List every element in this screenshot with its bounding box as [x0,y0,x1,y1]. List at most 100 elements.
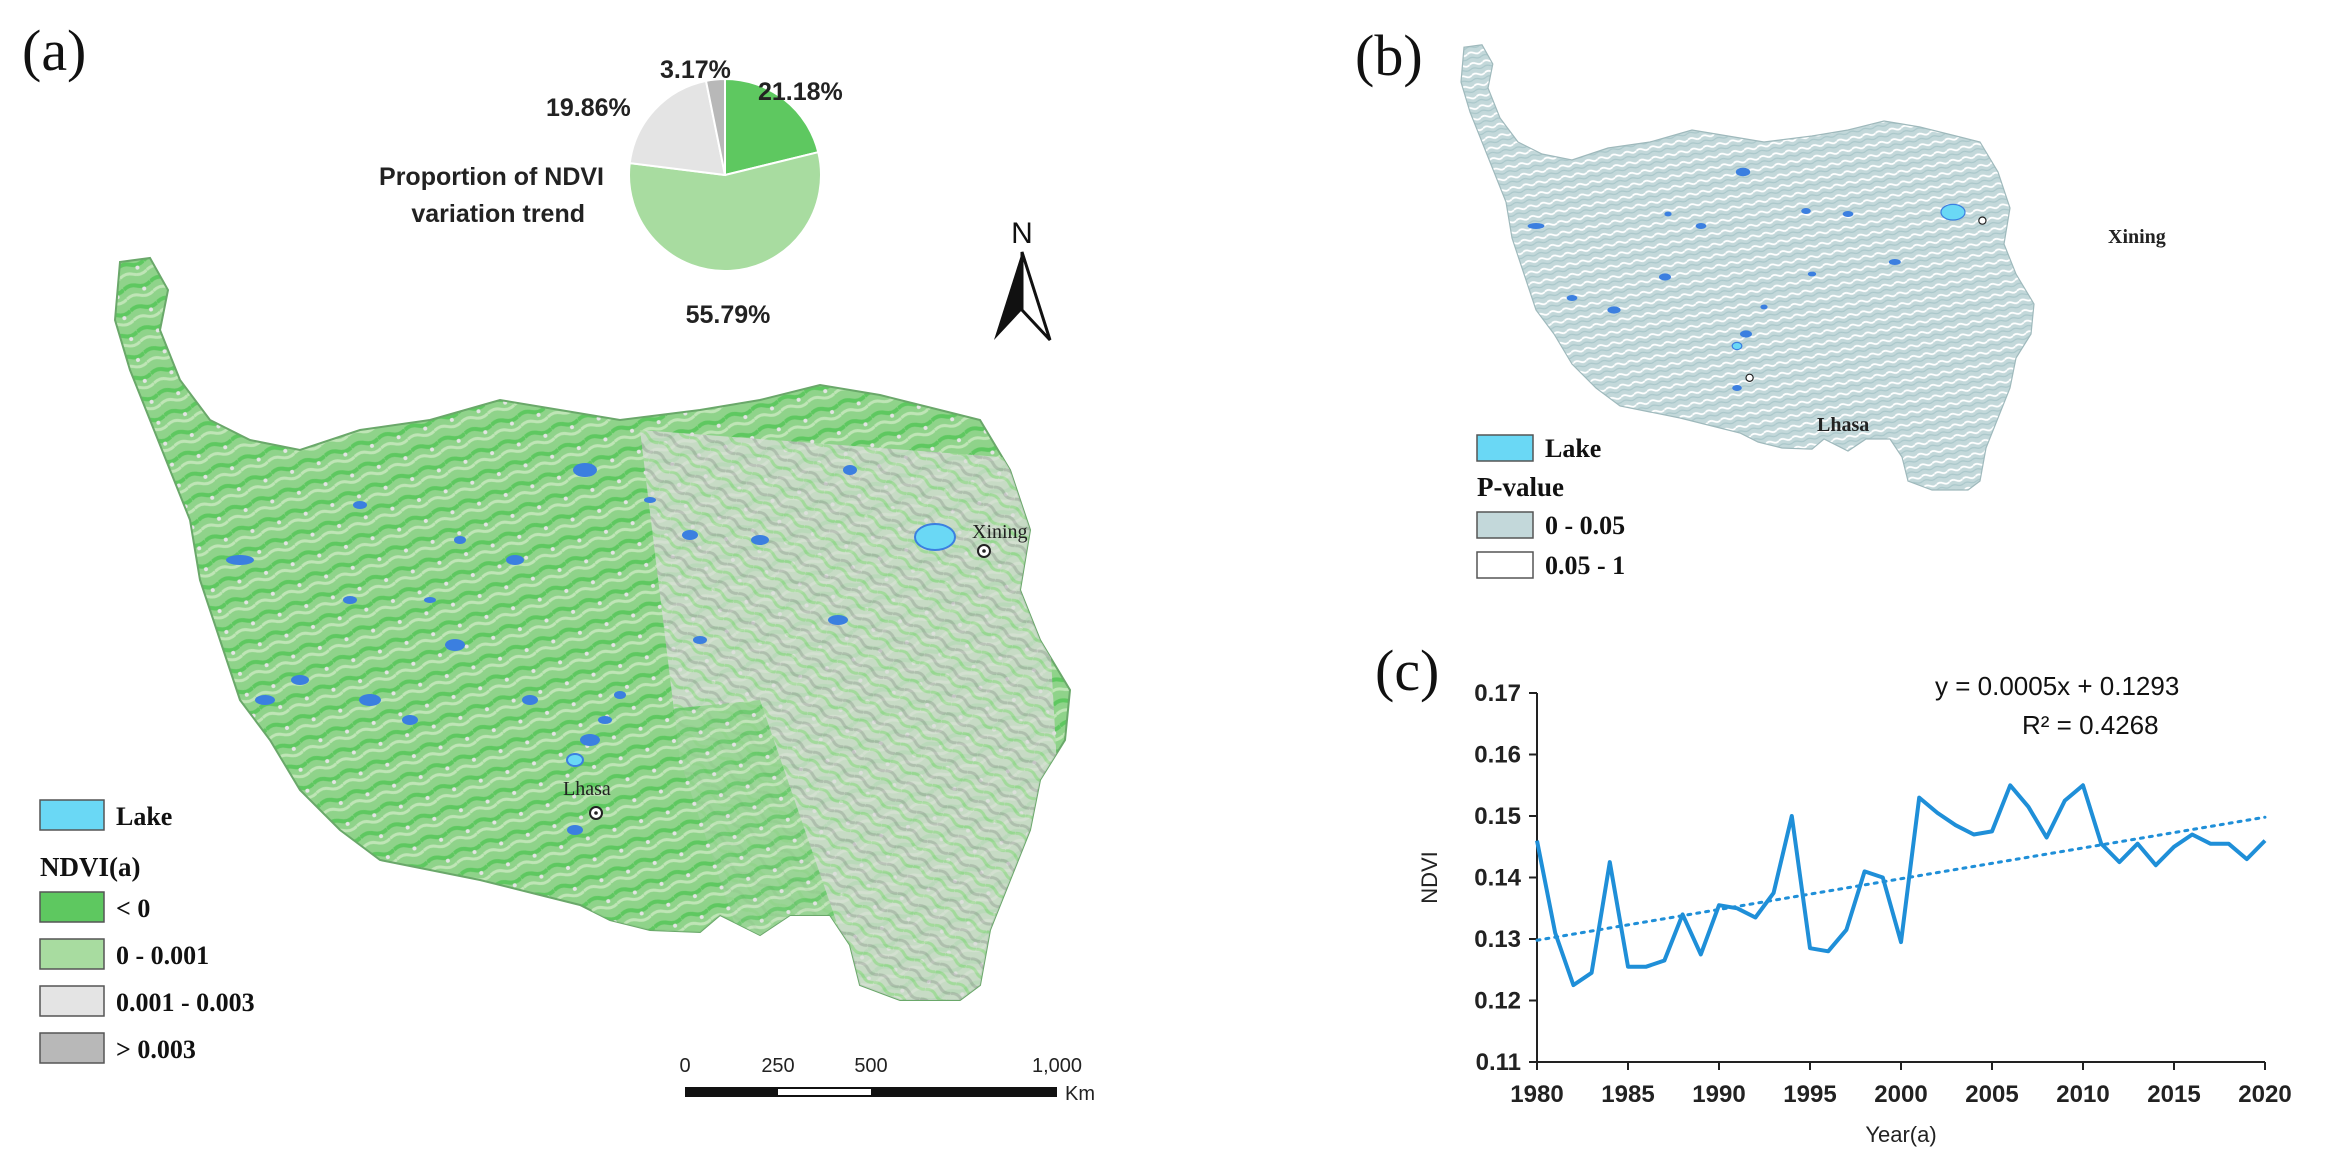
ndvi-point-2002 [1935,811,1939,815]
pie-slice-3 [704,77,726,176]
pie-label-0001-0003: 19.86% [546,94,631,122]
trend-line [1535,815,2267,942]
ndvi-point-1980 [1535,839,1539,843]
x-tick-label-1: 1985 [1601,1081,1654,1108]
y-tick-label-5: 0.16 [1474,742,1521,769]
ndvi-trend-map: Xining Lhasa [113,256,1072,1001]
ndvi-point-1997 [1844,928,1848,932]
city-label-xining-a: Xining [972,521,1028,543]
ndvi-point-2001 [1917,796,1921,800]
scale-tick-1000: 1,000 [1032,1055,1082,1077]
x-tick-label-2: 1990 [1692,1081,1745,1108]
ndvi-point-1982 [1571,983,1575,987]
ndvi-point-2000 [1899,940,1903,944]
scale-tick-250: 250 [761,1055,794,1077]
legend-label-a-0: < 0 [116,894,150,923]
ndvi-point-1991 [1735,906,1739,910]
ndvi-point-1998 [1863,869,1867,873]
city-label-lhasa-b: Lhasa [1817,414,1869,436]
north-label: N [1011,217,1033,250]
legend-lake-label-a: Lake [116,802,172,831]
legend-lake-label-b: Lake [1545,434,1601,463]
y-tick-label-6: 0.17 [1474,680,1521,707]
ndvi-point-2012 [2117,860,2121,864]
pie-title-line2: variation trend [411,200,585,228]
ndvi-point-2009 [2063,799,2067,803]
ndvi-point-1987 [1662,959,1666,963]
y-tick-label-4: 0.15 [1474,803,1521,830]
pie-slice-0 [724,77,820,177]
ndvi-point-2017 [2208,842,2212,846]
x-tick-label-7: 2015 [2147,1081,2200,1108]
ndvi-series-line [1535,783,2267,988]
legend-label-b-0: 0 - 0.05 [1545,511,1625,540]
ndvi-point-1984 [1608,860,1612,864]
ndvi-point-2019 [2245,857,2249,861]
ndvi-point-2005 [1990,829,1994,833]
ndvi-point-2008 [2045,836,2049,840]
legend-title-a: NDVI(a) [40,852,141,882]
panel-a-label: (a) [22,18,86,83]
pie-slice-2 [628,79,727,177]
y-tick-label-2: 0.13 [1474,926,1521,953]
ndvi-point-2018 [2227,842,2231,846]
x-tick-label-6: 2010 [2056,1081,2109,1108]
legend-swatch-a-0 [39,891,105,923]
x-axis-title: Year(a) [1865,1122,1936,1147]
ndvi-point-1988 [1681,912,1685,916]
legend-title-b: P-value [1477,472,1564,502]
ndvi-line-chart: 0.11 0.12 0.13 0.14 0.15 0.16 0.17 1980 1985 1990… [1417,680,2292,1147]
pie-label-lt0: 21.18% [758,78,843,106]
x-tick-label-5: 2005 [1965,1081,2018,1108]
panel-c-label: (c) [1375,638,1439,703]
pie-label-0-0001: 55.79% [686,301,771,329]
p-value-map [1460,44,2035,491]
ndvi-point-1989 [1699,952,1703,956]
ndvi-point-2015 [2172,845,2176,849]
scale-tick-0: 0 [679,1055,690,1077]
legend-swatch-b-1 [1476,551,1534,579]
ndvi-point-2014 [2154,863,2158,867]
scale-tick-500: 500 [854,1055,887,1077]
legend-swatch-b-0 [1476,511,1534,539]
scale-unit: Km [1065,1083,1095,1105]
panel-b-label: (b) [1355,23,1423,88]
legend-label-b-1: 0.05 - 1 [1545,551,1625,580]
ndvi-point-2010 [2081,783,2085,787]
trend-equation: y = 0.0005x + 0.1293 [1935,671,2179,701]
ndvi-point-1995 [1808,946,1812,950]
y-tick-label-3: 0.14 [1474,865,1521,892]
scale-bar: 0 250 500 1,000 Km [679,1055,1095,1105]
y-tick-label-0: 0.11 [1476,1049,1521,1076]
legend-label-a-2: 0.001 - 0.003 [116,988,255,1017]
ndvi-point-1993 [1772,891,1776,895]
legend-swatch-a-3 [39,1032,105,1064]
north-arrow: N [994,217,1052,342]
legend-swatch-a-1 [39,938,105,970]
legend-swatch-lake-a [39,799,105,831]
legend-a: Lake NDVI(a) < 0 0 - 0.001 0.001 - 0.003 > … [39,799,255,1064]
x-tick-label-8: 2020 [2238,1081,2291,1108]
legend-swatch-lake-b [1476,434,1534,462]
ndvi-point-1992 [1753,915,1757,919]
ndvi-trend-pie [628,77,822,272]
ndvi-point-2016 [2190,832,2194,836]
ndvi-point-1999 [1881,876,1885,880]
ndvi-point-2006 [2008,783,2012,787]
city-label-xining-b: Xining [2108,226,2166,248]
ndvi-point-2013 [2136,842,2140,846]
ndvi-point-1990 [1717,903,1721,907]
ndvi-point-1996 [1826,949,1830,953]
x-tick-label-4: 2000 [1874,1081,1927,1108]
pie-title-line1: Proportion of NDVI [379,163,604,191]
x-tick-label-0: 1980 [1510,1081,1563,1108]
ndvi-point-2011 [2099,842,2103,846]
ndvi-point-2004 [1972,832,1976,836]
legend-label-a-1: 0 - 0.001 [116,941,209,970]
ndvi-point-1981 [1553,931,1557,935]
ndvi-point-2007 [2026,805,2030,809]
pie-label-gt0003: 3.17% [660,56,731,84]
ndvi-point-1994 [1790,814,1794,818]
ndvi-point-1983 [1590,971,1594,975]
